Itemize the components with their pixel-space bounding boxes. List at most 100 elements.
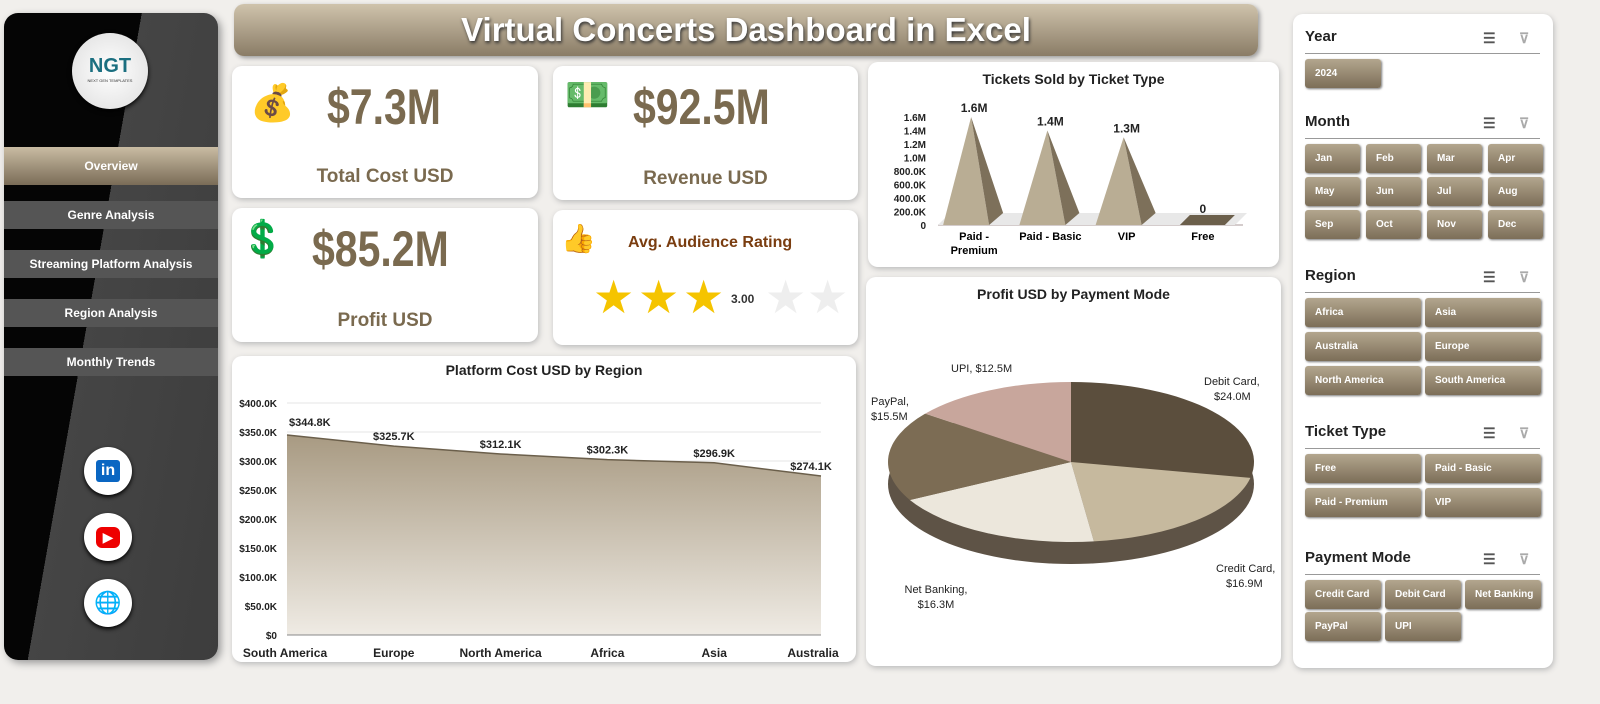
slicer-item-asia[interactable]: Asia [1425,298,1541,327]
linkedin-icon[interactable]: in [84,447,132,495]
y-tick-label: $150.0K [239,544,278,555]
pyramid-bar-side [971,117,1004,225]
platform-cost-plot: $0 $50.0K $100.0K $150.0K $200.0K $250.0K $300… [239,399,839,660]
tickets-chart: Tickets Sold by Ticket Type 0 200.0K 400.0… [868,62,1279,267]
multi-select-icon[interactable]: ☰ [1483,269,1496,285]
data-label: $274.1K [790,461,832,473]
multi-select-icon[interactable]: ☰ [1483,115,1496,131]
slicer-item-free[interactable]: Free [1305,454,1421,483]
data-label: $344.8K [289,417,331,429]
nav-genre-analysis[interactable]: Genre Analysis [4,201,218,229]
y-tick-label: 1.0M [904,154,926,165]
y-tick-label: 200.0K [894,208,927,219]
kpi-value: $85.2M [312,221,449,277]
y-tick-label: $200.0K [239,515,278,526]
y-tick-label: 1.2M [904,140,926,151]
x-tick-label: Paid - [959,231,989,243]
chart-title: Profit USD by Payment Mode [977,286,1170,302]
y-tick-label: $100.0K [239,573,278,584]
slicer-item-jun[interactable]: Jun [1366,177,1421,206]
star-filled-icon: ★ [638,271,680,323]
nav-overview[interactable]: Overview [4,147,218,185]
tickets-chart-plot: 0 200.0K 400.0K 600.0K 800.0K 1.0M 1.2M 1.4M 1.6… [894,101,1247,257]
data-value: $16.3M [918,599,955,611]
y-tick-label: $300.0K [239,457,278,468]
slicer-item-upi[interactable]: UPI [1385,612,1461,641]
slicer-item-sep[interactable]: Sep [1305,210,1360,239]
kpi-total-cost: 💰 $7.3M Total Cost USD [232,66,538,198]
star-empty-icon: ★ [807,271,849,323]
profit-money-icon: 💲 [240,218,285,259]
dashboard-title: Virtual Concerts Dashboard in Excel [234,4,1258,56]
slicer-header-year: Year ☰ ⊽ [1305,28,1540,54]
slicer-item-aug[interactable]: Aug [1488,177,1543,206]
clear-filter-icon[interactable]: ⊽ [1519,30,1530,46]
clear-filter-icon[interactable]: ⊽ [1519,115,1530,131]
y-tick-label: 800.0K [894,167,927,178]
slicer-item-paid---premium[interactable]: Paid - Premium [1305,488,1421,517]
slicer-item-may[interactable]: May [1305,177,1360,206]
data-label: $296.9K [693,448,735,460]
slicer-item-mar[interactable]: Mar [1427,144,1482,173]
x-tick-label: Europe [373,646,415,660]
star-filled-icon: ★ [683,271,725,323]
slicer-item-nov[interactable]: Nov [1427,210,1482,239]
y-tick-label: 600.0K [894,181,927,192]
slicer-title: Ticket Type [1305,423,1387,440]
pyramid-bar [1095,137,1142,225]
x-tick-label: VIP [1118,231,1136,243]
nav-region-analysis[interactable]: Region Analysis [4,299,218,327]
nav-monthly-trends[interactable]: Monthly Trends [4,348,218,376]
slicer-item-vip[interactable]: VIP [1425,488,1541,517]
cash-stack-icon: 💵 [565,74,610,115]
area-line [286,434,822,477]
pie-slice-upi [925,382,1071,462]
pyramid-bar-side [1047,130,1080,225]
slicer-item-feb[interactable]: Feb [1366,144,1421,173]
payment-mode-chart: Profit USD by Payment Mode Debit Card, $2… [866,277,1281,666]
y-tick-label: 0 [920,221,926,232]
slicer-item-2024[interactable]: 2024 [1305,59,1381,88]
slicer-item-net-banking[interactable]: Net Banking [1465,580,1541,609]
slicer-item-apr[interactable]: Apr [1488,144,1543,173]
kpi-revenue: 💵 $92.5M Revenue USD [553,66,858,200]
kpi-value: $7.3M [327,79,441,135]
pie-slice-paypal [888,413,1071,500]
pie-slice-debit-card [1071,382,1254,478]
slicer-item-paypal[interactable]: PayPal [1305,612,1381,641]
slicer-item-europe[interactable]: Europe [1425,332,1541,361]
slicer-item-africa[interactable]: Africa [1305,298,1421,327]
clear-filter-icon[interactable]: ⊽ [1519,551,1530,567]
slicer-item-jul[interactable]: Jul [1427,177,1482,206]
x-tick-label: Paid - Basic [1019,231,1081,243]
money-bag-hand-icon: 💰 [250,82,295,123]
data-label: Credit Card, [1216,563,1275,575]
slicer-item-paid---basic[interactable]: Paid - Basic [1425,454,1541,483]
slicer-title: Month [1305,113,1350,130]
slicer-item-oct[interactable]: Oct [1366,210,1421,239]
multi-select-icon[interactable]: ☰ [1483,30,1496,46]
x-tick-label: Asia [702,646,728,660]
slicer-item-jan[interactable]: Jan [1305,144,1360,173]
logo: NGT NEXT GEN TEMPLATES [72,33,148,109]
multi-select-icon[interactable]: ☰ [1483,425,1496,441]
slicer-item-debit-card[interactable]: Debit Card [1385,580,1461,609]
slicer-item-north-america[interactable]: North America [1305,366,1421,395]
clear-filter-icon[interactable]: ⊽ [1519,425,1530,441]
slicer-item-australia[interactable]: Australia [1305,332,1421,361]
slicer-item-south-america[interactable]: South America [1425,366,1541,395]
nav-streaming-platform-analysis[interactable]: Streaming Platform Analysis [4,250,218,278]
y-tick-label: $0 [266,631,278,642]
slicer-panel: Year ☰ ⊽ 2024 Month ☰ ⊽ Jan Feb Mar Apr May Jun Jul Au… [1293,14,1553,668]
slicer-item-dec[interactable]: Dec [1488,210,1543,239]
multi-select-icon[interactable]: ☰ [1483,551,1496,567]
data-label: $312.1K [480,439,522,451]
youtube-icon[interactable]: ▶ [84,513,132,561]
slicer-item-credit-card[interactable]: Credit Card [1305,580,1381,609]
y-tick-label: 1.4M [904,127,926,138]
pie-slice-credit-card [1071,462,1251,542]
data-label: 1.6M [961,101,988,115]
globe-icon[interactable]: 🌐 [84,579,132,627]
data-label: 1.3M [1113,121,1140,135]
clear-filter-icon[interactable]: ⊽ [1519,269,1530,285]
